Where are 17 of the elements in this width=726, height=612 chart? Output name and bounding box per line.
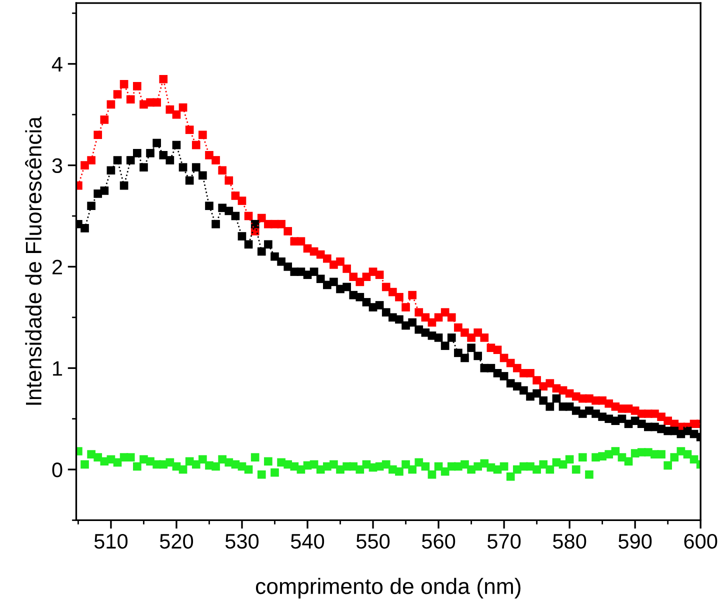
- x-tick-label: 550: [356, 534, 390, 549]
- x-tick-label: 530: [225, 534, 259, 549]
- x-tick-label: 580: [553, 534, 586, 549]
- y-tick-label: 4: [52, 57, 62, 72]
- x-axis-title: comprimento de onda (nm): [256, 578, 520, 599]
- y-tick-label: 0: [52, 462, 62, 478]
- y-tick-label: 2: [52, 260, 62, 274]
- x-tick-label: 570: [488, 534, 521, 549]
- x-tick-label: 540: [290, 534, 324, 549]
- x-tick-label: 510: [94, 534, 128, 549]
- x-tick-label: 560: [422, 534, 456, 549]
- y-tick-label: 3: [52, 158, 62, 174]
- y-tick-label: 1: [53, 361, 62, 376]
- y-axis-title: Intensidade de Fluorescência: [25, 116, 42, 405]
- x-tick-label: 590: [618, 534, 652, 549]
- x-tick-label: 600: [684, 534, 718, 549]
- x-tick-label: 520: [160, 534, 194, 549]
